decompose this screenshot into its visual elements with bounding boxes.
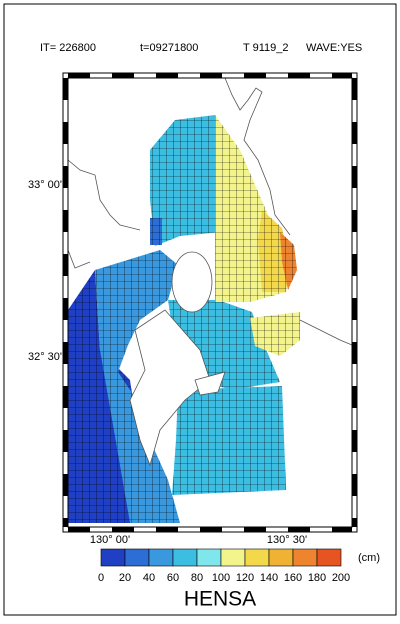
colorbar-cell [268,548,294,567]
colorbar-tick-label: 120 [236,572,254,584]
colorbar-tick-label: 0 [98,572,104,584]
colorbar-tick-label: 160 [284,572,302,584]
frame-segment [352,430,357,452]
frame-segment [63,474,68,496]
colorbar-cell [244,548,270,567]
mesh-overlay [150,218,162,245]
frame-segment [112,527,134,532]
colorbar-cell [292,548,318,567]
frame-segment [352,342,357,364]
colorbar-cell [124,548,150,567]
colorbar-tick-label: 80 [191,572,203,584]
colorbar-tick-label: 140 [260,572,278,584]
frame-segment [288,73,310,78]
colorbar-tick-label: 180 [308,572,326,584]
frame-segment [156,527,178,532]
sea-field [68,115,300,523]
colorbar-cell [220,548,246,567]
frame-segment [63,210,68,232]
mesh-overlay [172,386,286,495]
frame-segment [352,298,357,320]
frame-segment [352,122,357,144]
frame-segment [68,73,90,78]
frame-segment [63,342,68,364]
lon-label: 130° 00' [90,534,130,546]
frame-segment [352,254,357,276]
frame-segment [352,518,357,527]
frame-segment [63,298,68,320]
mesh-overlay [150,115,222,246]
mesh-overlay [95,250,180,523]
frame-segment [63,518,68,527]
mesh-overlay [258,210,290,292]
frame-segment [332,527,352,532]
mesh-overlay [280,232,297,290]
frame-segment [63,166,68,188]
colorbar-cell [316,548,342,567]
frame-segment [244,527,266,532]
frame-segment [200,527,222,532]
frame-segment [332,73,352,78]
frame-segment [63,122,68,144]
frame-segment [63,430,68,452]
colorbar-cell [100,548,126,567]
time: t=09271800 [140,42,198,54]
frame-segment [352,210,357,232]
case: T 9119_2 [243,42,288,54]
frame-segment [156,73,178,78]
frame-segment [352,386,357,408]
lat-label: 33° 00' [28,179,62,191]
mesh-overlay [250,312,300,356]
lon-label: 130° 30' [267,534,307,546]
colorbar-cell [172,548,198,567]
wave: WAVE:YES [306,42,362,54]
frame-segment [112,73,134,78]
colorbar: 0 20 40 60 80 100 120 140 160 180 200 [98,548,350,584]
colorbar-unit: (cm) [358,552,380,564]
iteration: IT= 226800 [40,42,96,54]
frame-segment [244,73,266,78]
colorbar-cell [196,548,222,567]
frame-segment [68,527,90,532]
coastline [67,77,353,467]
colorbar-tick-label: 200 [332,572,350,584]
frame-segment [63,78,68,100]
frame-segment [200,73,222,78]
frame-segment [63,386,68,408]
colorbar-cell [148,548,174,567]
frame-segment [63,254,68,276]
frame-segment [352,78,357,100]
colorbar-title: HENSA [184,588,256,611]
lat-label: 32° 30' [28,351,62,363]
colorbar-tick-label: 40 [143,572,155,584]
colorbar-tick-label: 60 [167,572,179,584]
frame-segment [352,166,357,188]
frame-segment [352,474,357,496]
colorbar-tick-label: 20 [119,572,131,584]
map-frame [62,72,358,533]
colorbar-tick-label: 100 [212,572,230,584]
frame-segment [288,527,310,532]
